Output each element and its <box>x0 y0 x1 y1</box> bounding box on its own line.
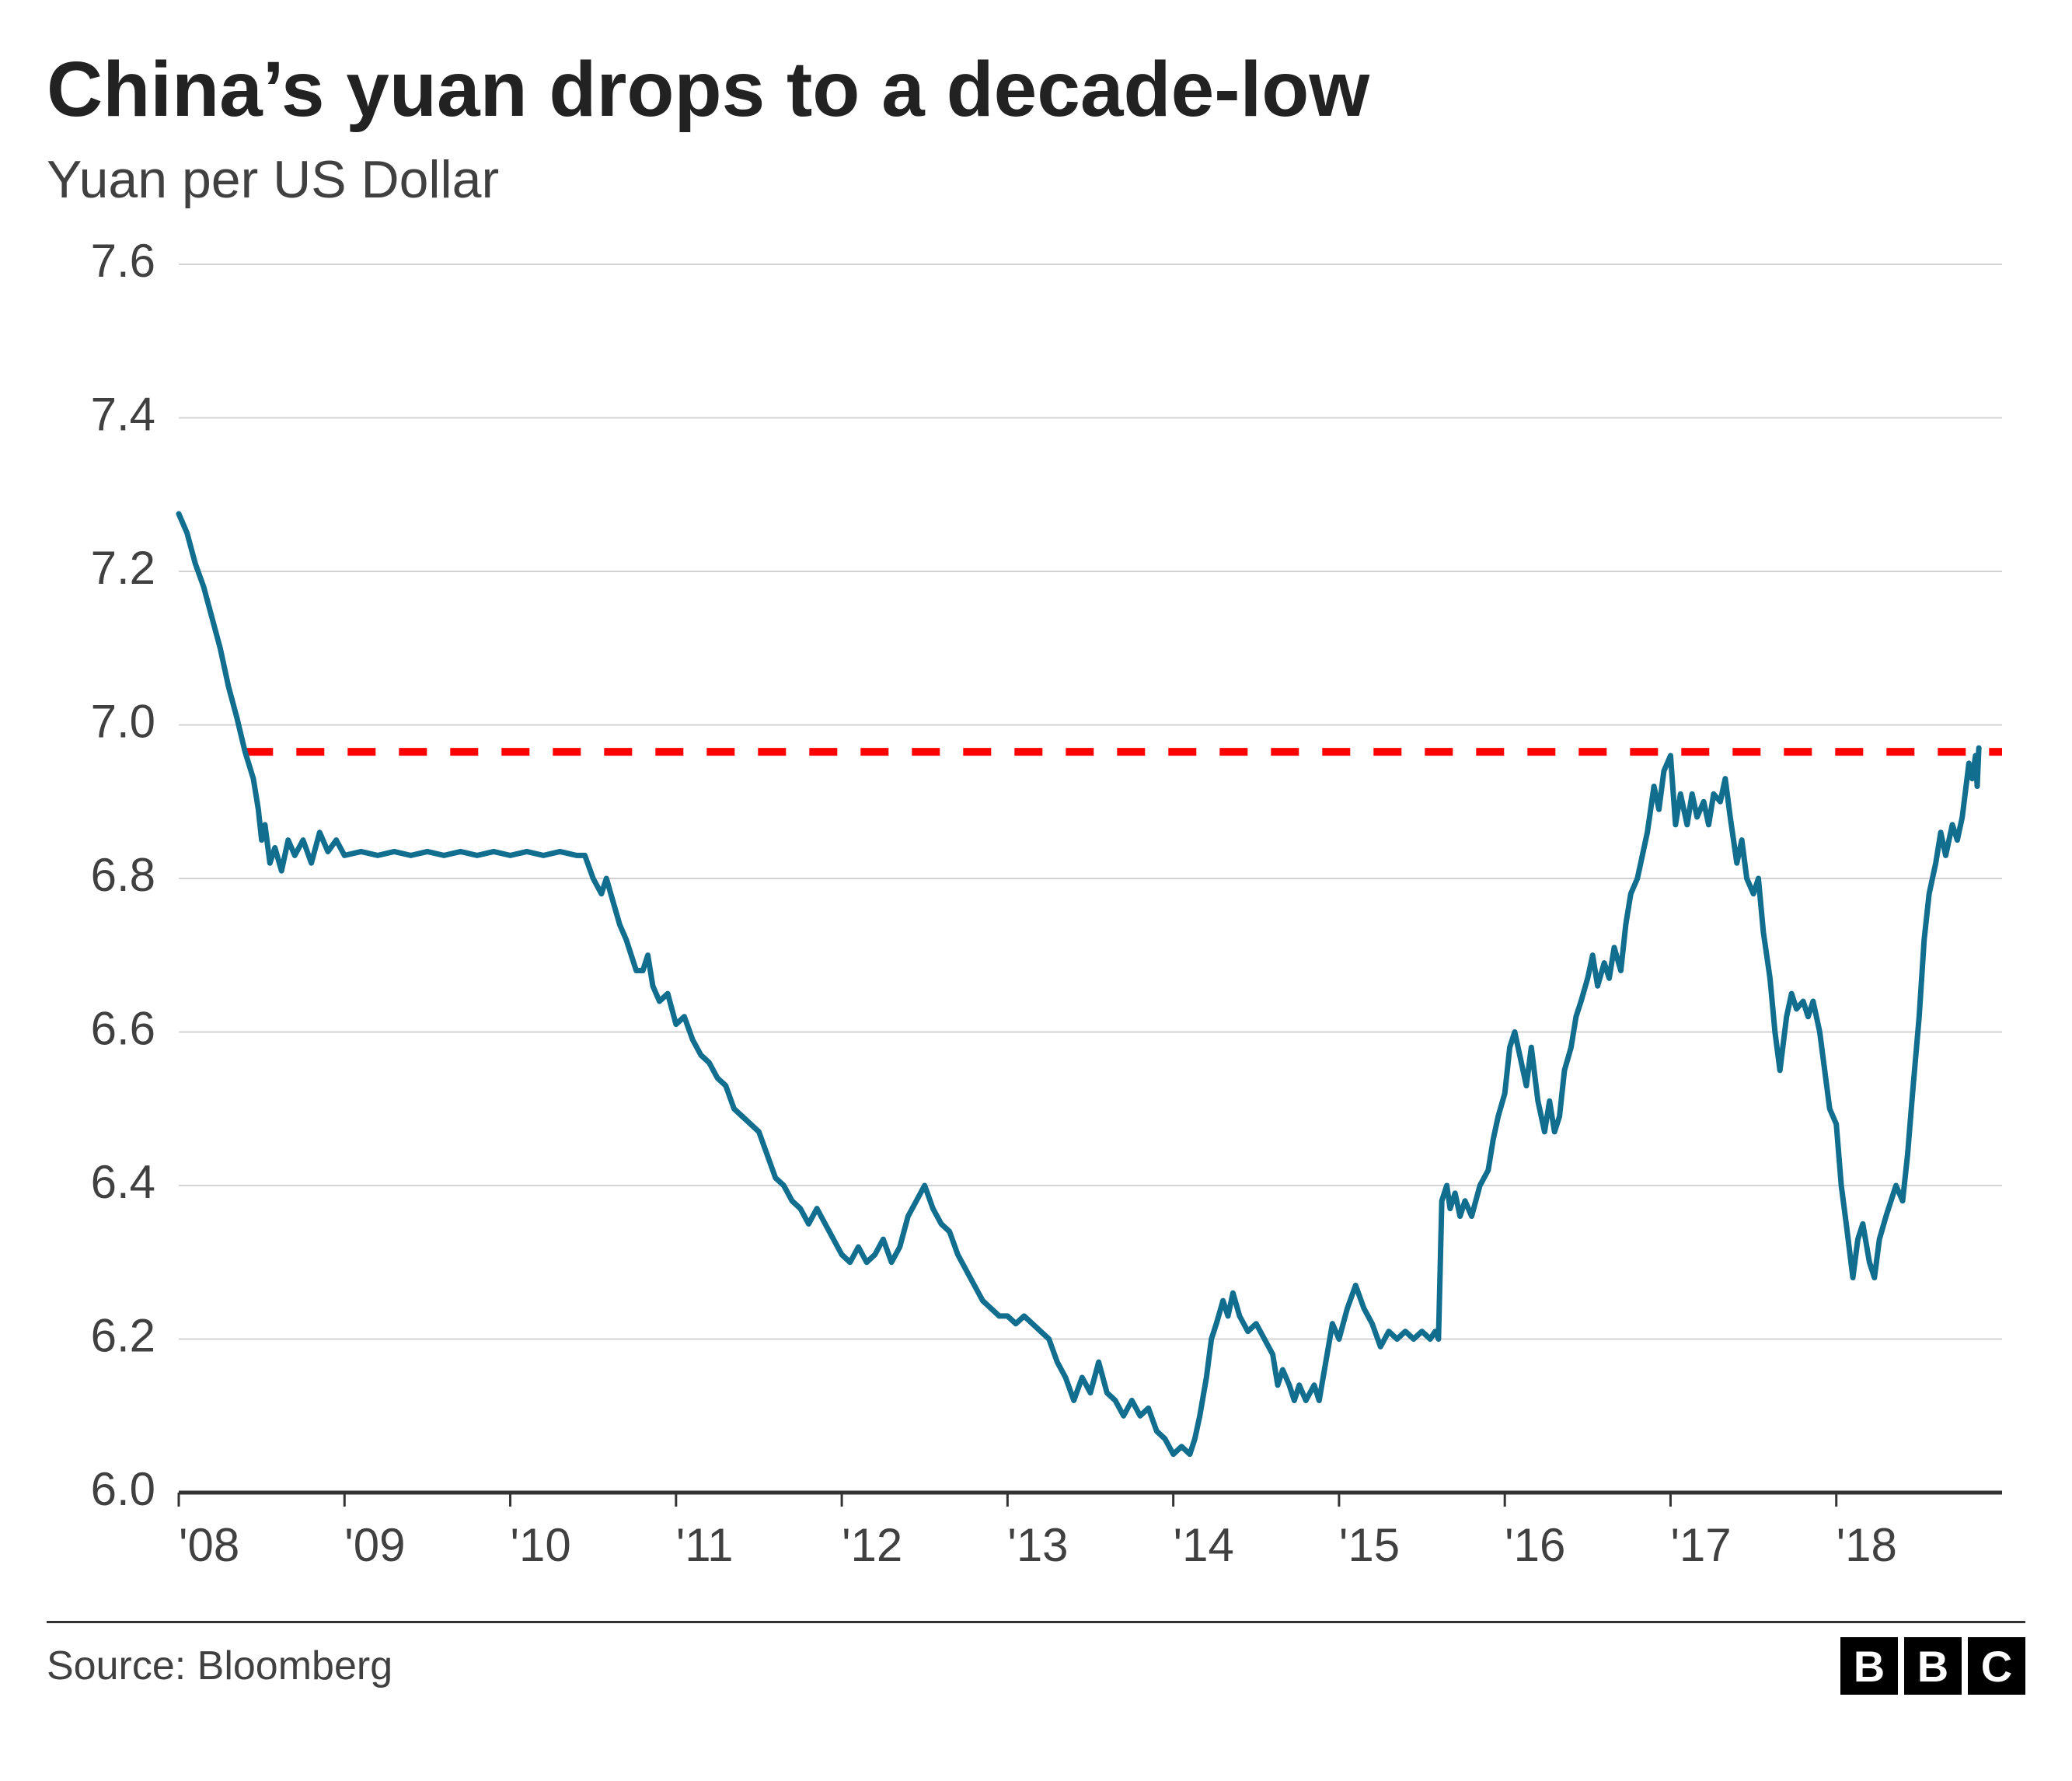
chart-footer: Source: Bloomberg BBC <box>47 1621 2025 1695</box>
x-axis-tick-label: '11 <box>676 1519 734 1571</box>
x-axis-tick-label: '13 <box>1007 1519 1068 1571</box>
x-axis-tick-label: '08 <box>179 1519 239 1571</box>
x-axis-tick-label: '14 <box>1174 1519 1234 1571</box>
chart-container: China’s yuan drops to a decade-low Yuan … <box>0 0 2072 1781</box>
x-axis-tick-label: '18 <box>1837 1519 1897 1571</box>
data-series-line <box>179 514 1979 1454</box>
y-axis-tick-label: 6.0 <box>91 1463 155 1515</box>
bbc-logo: BBC <box>1840 1637 2025 1695</box>
x-axis-tick-label: '10 <box>511 1519 571 1571</box>
plot-area: 6.0 6.2 6.4 6.6 6.8 7.0 7.2 7.4 7.6 '08 '09 '10 '11 '… <box>47 241 2025 1605</box>
bbc-logo-letter: B <box>1904 1637 1962 1695</box>
x-axis-tick-label: '17 <box>1670 1519 1731 1571</box>
bbc-logo-letter: C <box>1968 1637 2025 1695</box>
chart-subtitle: Yuan per US Dollar <box>47 149 2025 210</box>
y-axis-tick-label: 7.6 <box>91 241 155 287</box>
line-chart-svg: 6.0 6.2 6.4 6.6 6.8 7.0 7.2 7.4 7.6 '08 '09 '10 '11 '… <box>47 241 2025 1601</box>
y-axis-tick-label: 7.4 <box>91 388 155 440</box>
y-axis-tick-label: 6.2 <box>91 1309 155 1361</box>
bbc-logo-letter: B <box>1840 1637 1898 1695</box>
y-axis-tick-label: 7.0 <box>91 695 155 747</box>
x-axis-tick-label: '09 <box>344 1519 405 1571</box>
source-label: Source: Bloomberg <box>47 1643 392 1689</box>
y-axis-tick-label: 7.2 <box>91 542 155 594</box>
x-axis-tick-label: '12 <box>842 1519 902 1571</box>
x-axis-tick-label: '16 <box>1505 1519 1565 1571</box>
y-axis-tick-label: 6.4 <box>91 1156 155 1208</box>
x-axis-tick-label: '15 <box>1339 1519 1400 1571</box>
y-axis-tick-label: 6.6 <box>91 1002 155 1054</box>
y-axis-tick-label: 6.8 <box>91 849 155 901</box>
chart-title: China’s yuan drops to a decade-low <box>47 47 2025 132</box>
